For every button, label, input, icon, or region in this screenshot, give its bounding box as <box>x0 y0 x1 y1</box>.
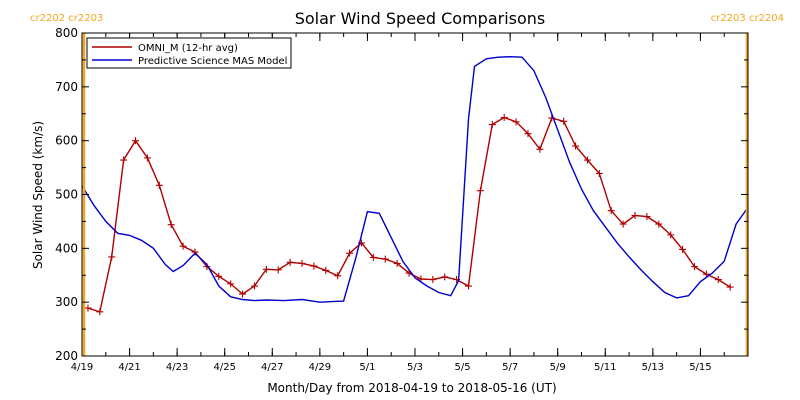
data-point <box>465 282 473 290</box>
y-axis-label: Solar Wind Speed (km/s) <box>31 121 45 269</box>
data-point <box>167 221 175 229</box>
legend-label-omni: OMNI_M (12-hr avg) <box>138 43 238 54</box>
data-point <box>655 220 663 228</box>
data-point <box>132 137 140 145</box>
data-point <box>631 211 639 219</box>
data-point <box>595 170 603 178</box>
y-tick-label: 400 <box>55 241 78 255</box>
data-point <box>155 181 163 189</box>
x-tick-label: 4/19 <box>71 362 93 373</box>
data-point <box>227 280 235 288</box>
data-point <box>239 290 247 298</box>
x-tick-label: 4/25 <box>213 362 235 373</box>
data-point <box>667 231 675 239</box>
y-tick-label: 700 <box>55 80 78 94</box>
data-point <box>108 253 116 261</box>
data-point <box>84 304 92 312</box>
y-tick-label: 200 <box>55 349 78 363</box>
series-line-mas <box>81 55 749 303</box>
data-point <box>690 263 698 271</box>
axis-ticks: 200 300 400 500 600 700 800 4/19 4/21 4/23 4/25 4/2… <box>55 26 749 373</box>
data-point <box>607 207 615 215</box>
rotation-marker-layer <box>82 33 749 356</box>
data-point <box>393 259 401 267</box>
data-point <box>298 259 306 267</box>
data-point <box>191 248 199 256</box>
data-point <box>346 249 354 257</box>
x-tick-label: 4/27 <box>261 362 283 373</box>
data-point <box>179 242 187 250</box>
data-point <box>274 266 282 274</box>
legend-box <box>86 37 292 69</box>
data-point <box>286 258 294 266</box>
data-point <box>500 114 508 122</box>
data-point <box>524 130 532 138</box>
data-point <box>572 142 580 150</box>
data-point <box>702 270 710 278</box>
y-tick-label: 300 <box>55 295 78 309</box>
data-point <box>215 272 223 280</box>
data-point <box>714 276 722 284</box>
data-point <box>441 273 449 281</box>
carrington-rotation-label-right: cr2203 cr2204 <box>711 13 784 24</box>
x-tick-label: 5/1 <box>359 362 375 373</box>
y-tick-label: 800 <box>55 26 78 40</box>
plot-frame <box>81 32 749 357</box>
x-tick-label: 4/21 <box>118 362 140 373</box>
data-point <box>250 282 258 290</box>
x-tick-label: 5/5 <box>455 362 471 373</box>
data-point <box>643 213 651 221</box>
data-point <box>679 245 687 253</box>
data-point <box>369 253 377 261</box>
data-point <box>560 117 568 125</box>
y-tick-label: 500 <box>55 188 78 202</box>
data-point <box>488 121 496 129</box>
data-point <box>726 283 734 291</box>
data-point <box>96 308 104 316</box>
data-point <box>143 154 151 162</box>
data-point <box>381 255 389 263</box>
x-tick-label: 5/13 <box>642 362 664 373</box>
x-tick-label: 5/3 <box>407 362 423 373</box>
x-tick-label: 5/7 <box>502 362 518 373</box>
data-point <box>536 145 544 153</box>
data-point <box>334 272 342 280</box>
data-point <box>512 118 520 126</box>
x-tick-label: 4/23 <box>166 362 188 373</box>
data-point <box>322 266 330 274</box>
data-point <box>583 156 591 164</box>
y-tick-label: 600 <box>55 134 78 148</box>
data-point <box>120 156 128 164</box>
carrington-rotation-label-left: cr2202 cr2203 <box>30 13 103 24</box>
x-tick-label: 4/29 <box>309 362 331 373</box>
data-point <box>262 265 270 273</box>
chart-title: Solar Wind Speed Comparisons <box>295 9 546 28</box>
x-tick-label: 5/11 <box>594 362 616 373</box>
data-point <box>619 220 627 228</box>
x-tick-label: 5/15 <box>689 362 711 373</box>
series-layer <box>81 55 749 316</box>
legend-label-mas: Predictive Science MAS Model <box>138 56 287 67</box>
data-point <box>310 262 318 270</box>
legend: OMNI_M (12-hr avg) Predictive Science MA… <box>86 37 292 69</box>
x-axis-label: Month/Day from 2018-04-19 to 2018-05-16 … <box>267 381 556 395</box>
x-tick-label: 5/9 <box>550 362 566 373</box>
series-line-omni <box>87 116 731 313</box>
data-point <box>429 276 437 284</box>
data-point <box>476 187 484 195</box>
